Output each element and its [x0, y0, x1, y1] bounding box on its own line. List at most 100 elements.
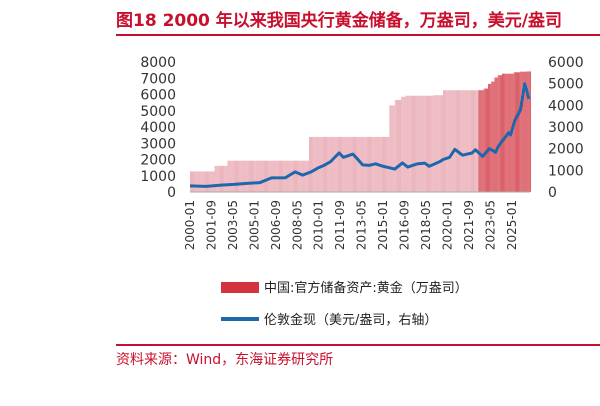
reserve-bar [338, 136, 339, 192]
reserve-bar [491, 81, 493, 192]
reserve-bar [423, 95, 425, 192]
x-tick-label: 2016-09 [398, 200, 412, 250]
y-right-tick-label: 0 [548, 185, 557, 201]
reserve-bar [344, 136, 346, 192]
reserve-bar [392, 105, 394, 192]
reserve-bar [334, 136, 336, 192]
reserve-bar [291, 160, 293, 192]
reserve-bar [416, 95, 418, 192]
reserve-bar [312, 136, 314, 192]
reserve-bar [428, 95, 429, 192]
reserve-bar [519, 72, 521, 192]
reserve-bar [348, 136, 350, 192]
x-tick-label: 2020-01 [440, 200, 454, 250]
reserve-bar [242, 160, 244, 192]
chart-title: 图18 2000 年以来我国央行黄金储备，万盎司，美元/盎司 [116, 11, 563, 31]
x-tick-label: 2003-05 [226, 200, 240, 250]
bar-series-group [190, 71, 531, 192]
reserve-bar [212, 171, 214, 192]
reserve-bar [454, 90, 456, 192]
reserve-bar [272, 160, 274, 192]
reserve-bar [357, 136, 359, 192]
reserve-bar [345, 136, 347, 192]
reserve-bar [526, 71, 528, 192]
reserve-bar [457, 90, 458, 192]
reserve-bar [436, 95, 438, 192]
reserve-bar [420, 95, 422, 192]
reserve-bar [258, 160, 260, 192]
reserve-bar [410, 95, 412, 192]
reserve-bar [299, 160, 301, 192]
reserve-bar [330, 136, 332, 192]
reserve-bar [459, 90, 460, 192]
reserve-bar [474, 90, 475, 192]
reserve-bar [482, 90, 484, 192]
reserve-bar [320, 136, 322, 192]
reserve-bar [429, 95, 430, 192]
reserve-bar [514, 72, 516, 192]
line-series-group [189, 82, 531, 188]
legend-bar-swatch [221, 282, 259, 293]
y-left-tick-label: 2000 [140, 153, 176, 169]
x-tick-label: 2001-09 [204, 200, 218, 250]
reserve-bar [267, 160, 268, 192]
x-tick-label: 2006-09 [269, 200, 283, 250]
x-tick-label: 2023-05 [483, 200, 497, 250]
reserve-bar [229, 160, 231, 192]
reserve-bar [292, 160, 294, 192]
reserve-bar [462, 90, 464, 192]
reserve-bar [495, 77, 497, 192]
reserve-bar [190, 171, 191, 192]
reserve-bar [235, 160, 236, 192]
reserve-bar [246, 160, 248, 192]
reserve-bar [192, 171, 193, 192]
y-left-tick-label: 7000 [140, 71, 176, 87]
reserve-bar [471, 90, 472, 192]
reserve-bar [318, 136, 320, 192]
reserve-bar [521, 71, 523, 192]
reserve-bar [451, 90, 453, 192]
reserve-bar [239, 160, 241, 192]
y-right-tick-label: 3000 [548, 120, 584, 136]
reserve-bar [257, 160, 259, 192]
title-divider [116, 34, 600, 36]
reserve-bar [346, 136, 348, 192]
legend-bar-label: 中国:官方储备资产:黄金（万盎司） [264, 280, 468, 296]
reserve-bar [449, 90, 451, 192]
reserve-bar [305, 160, 307, 192]
reserve-bar [220, 165, 221, 192]
reserve-bar [448, 90, 450, 192]
reserve-bar [333, 136, 335, 192]
reserve-bar [340, 136, 341, 192]
reserve-bar [231, 160, 233, 192]
reserve-bar [439, 95, 441, 192]
reserve-bar [466, 90, 468, 192]
reserve-bar [261, 160, 263, 192]
reserve-bar [440, 95, 442, 192]
reserve-bar [417, 95, 419, 192]
reserve-bar [384, 136, 385, 192]
reserve-bar [309, 136, 310, 192]
reserve-bar [290, 160, 292, 192]
reserve-bar [490, 83, 492, 192]
reserve-bar [421, 95, 423, 192]
reserve-bar [472, 90, 473, 192]
reserve-bar [395, 99, 397, 192]
reserve-bar [498, 75, 500, 192]
reserve-bar [336, 136, 338, 192]
reserve-bar [520, 71, 522, 192]
reserve-bar [494, 77, 496, 192]
reserve-bar [388, 136, 390, 192]
reserve-bar [221, 165, 222, 192]
reserve-bar [389, 105, 391, 192]
reserve-bar [394, 99, 396, 192]
reserve-bar [294, 160, 295, 192]
reserve-bar [339, 136, 340, 192]
x-tick-label: 2021-09 [462, 200, 476, 250]
reserve-bar [359, 136, 361, 192]
reserve-bar [390, 105, 392, 192]
reserve-bar [527, 71, 529, 192]
reserve-bar [303, 160, 305, 192]
reserve-bar [422, 95, 424, 192]
reserve-bar [316, 136, 318, 192]
